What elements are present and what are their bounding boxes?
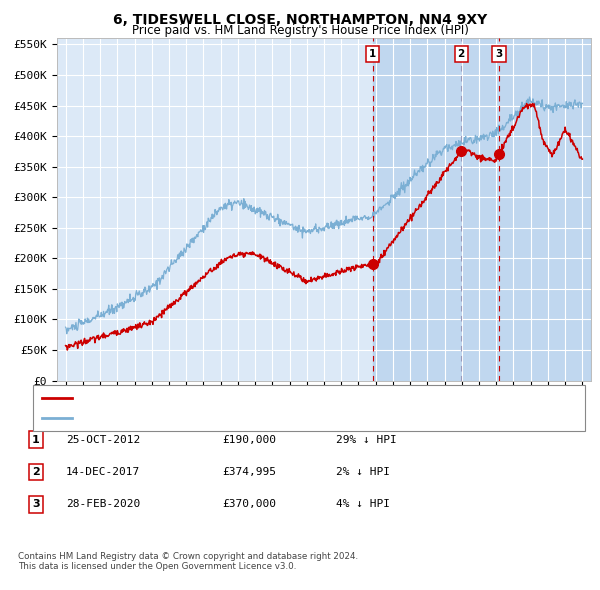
Text: 6, TIDESWELL CLOSE, NORTHAMPTON, NN4 9XY: 6, TIDESWELL CLOSE, NORTHAMPTON, NN4 9XY xyxy=(113,13,487,27)
Text: 2: 2 xyxy=(32,467,40,477)
Text: 2% ↓ HPI: 2% ↓ HPI xyxy=(336,467,390,477)
Text: 28-FEB-2020: 28-FEB-2020 xyxy=(66,500,140,509)
Text: 1: 1 xyxy=(369,48,376,58)
Text: 29% ↓ HPI: 29% ↓ HPI xyxy=(336,435,397,444)
Text: 14-DEC-2017: 14-DEC-2017 xyxy=(66,467,140,477)
Text: 3: 3 xyxy=(496,48,503,58)
Text: 4% ↓ HPI: 4% ↓ HPI xyxy=(336,500,390,509)
Text: 6, TIDESWELL CLOSE, NORTHAMPTON, NN4 9XY (detached house): 6, TIDESWELL CLOSE, NORTHAMPTON, NN4 9XY… xyxy=(78,392,407,402)
Text: 25-OCT-2012: 25-OCT-2012 xyxy=(66,435,140,444)
Text: 1: 1 xyxy=(32,435,40,444)
Text: £374,995: £374,995 xyxy=(222,467,276,477)
Text: 2: 2 xyxy=(457,48,465,58)
Bar xyxy=(373,38,591,381)
Text: Price paid vs. HM Land Registry's House Price Index (HPI): Price paid vs. HM Land Registry's House … xyxy=(131,24,469,37)
Text: HPI: Average price, detached house, West Northamptonshire: HPI: Average price, detached house, West… xyxy=(78,413,380,423)
Text: £370,000: £370,000 xyxy=(222,500,276,509)
Text: 3: 3 xyxy=(32,500,40,509)
Text: £190,000: £190,000 xyxy=(222,435,276,444)
Text: Contains HM Land Registry data © Crown copyright and database right 2024.
This d: Contains HM Land Registry data © Crown c… xyxy=(18,552,358,571)
